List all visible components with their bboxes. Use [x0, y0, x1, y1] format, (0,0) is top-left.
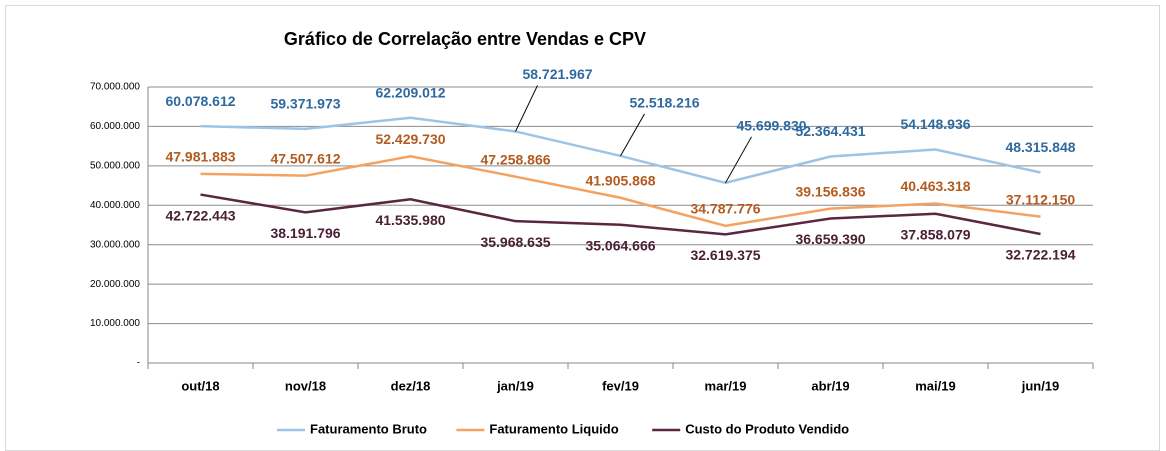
x-tick-label: jun/19 — [1021, 378, 1060, 393]
data-label: 52.518.216 — [629, 95, 699, 111]
data-label: 42.722.443 — [165, 207, 235, 223]
data-label: 32.722.194 — [1005, 247, 1075, 263]
data-label: 35.064.666 — [585, 237, 655, 253]
data-label: 34.787.776 — [690, 201, 760, 217]
x-tick-label: mai/19 — [915, 378, 955, 393]
data-label: 39.156.836 — [795, 183, 865, 199]
x-tick-label: out/18 — [181, 378, 219, 393]
data-label: 52.429.730 — [375, 131, 445, 147]
data-label: 36.659.390 — [795, 231, 865, 247]
y-tick-label: 20.000.000 — [90, 279, 140, 290]
data-label: 45.699.830 — [736, 118, 806, 134]
series-line — [200, 193, 1041, 236]
data-label: 59.371.973 — [270, 96, 340, 112]
x-tick-label: jan/19 — [496, 378, 534, 393]
x-tick-label: nov/18 — [285, 378, 326, 393]
leader-line — [620, 113, 645, 157]
data-label: 32.619.375 — [690, 247, 760, 263]
data-label: 41.535.980 — [375, 212, 445, 228]
data-label: 54.148.936 — [900, 116, 970, 132]
y-tick-label: 60.000.000 — [90, 121, 140, 132]
x-tick-label: mar/19 — [705, 378, 747, 393]
data-label: 38.191.796 — [270, 225, 340, 241]
data-label: 58.721.967 — [522, 66, 592, 82]
y-tick-label: 30.000.000 — [90, 239, 140, 250]
data-label: 37.858.079 — [900, 226, 970, 242]
data-label: 47.981.883 — [165, 149, 235, 165]
x-tick-label: abr/19 — [811, 378, 849, 393]
legend-label: Faturamento Bruto — [310, 421, 427, 436]
legend-label: Custo do Produto Vendido — [685, 421, 849, 436]
series-line — [200, 155, 1041, 228]
data-label: 47.507.612 — [270, 150, 340, 166]
data-label: 40.463.318 — [900, 178, 970, 194]
y-tick-label: 40.000.000 — [90, 200, 140, 211]
data-label: 48.315.848 — [1005, 139, 1075, 155]
leader-line — [515, 85, 538, 132]
x-tick-label: dez/18 — [391, 378, 431, 393]
chart-title: Gráfico de Correlação entre Vendas e CPV — [284, 29, 646, 49]
y-tick-label: 50.000.000 — [90, 160, 140, 171]
chart-frame — [5, 5, 1160, 451]
data-label: 47.258.866 — [480, 151, 550, 167]
legend-label: Faturamento Liquido — [489, 421, 618, 436]
y-tick-label: 10.000.000 — [90, 318, 140, 329]
y-tick-label: 70.000.000 — [90, 82, 140, 93]
y-tick-label: - — [137, 358, 140, 369]
data-label: 41.905.868 — [585, 172, 655, 188]
data-label: 52.364.431 — [795, 123, 865, 139]
data-label: 62.209.012 — [375, 84, 445, 100]
data-label: 60.078.612 — [165, 93, 235, 109]
data-label: 37.112.150 — [1006, 191, 1076, 207]
x-tick-label: fev/19 — [602, 378, 639, 393]
leader-line — [725, 136, 752, 184]
data-label: 35.968.635 — [480, 234, 550, 250]
